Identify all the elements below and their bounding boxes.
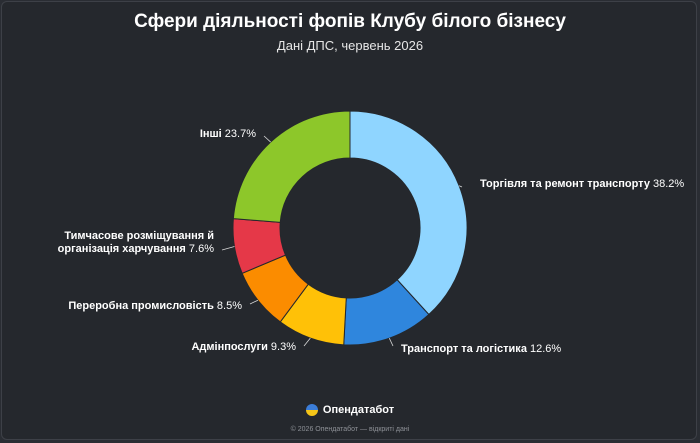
label-leader-line: [221, 246, 235, 251]
donut-slice: [232, 110, 351, 223]
chart-subtitle: Дані ДПС, червень 2026: [277, 38, 423, 53]
label-leader-line: [263, 135, 271, 143]
opendatabot-logo-icon: [305, 404, 318, 416]
label-leader-line: [458, 185, 463, 188]
brand-footer: Опендатабот: [0, 404, 700, 416]
donut-slice: [349, 110, 468, 316]
chart-title: Сфери діяльності фопів Клубу білого бізн…: [134, 11, 566, 32]
slice-label: Транспорт та логістика 12.6%: [401, 343, 561, 355]
label-leader-line: [303, 337, 311, 347]
slice-label: Інші 23.7%: [200, 128, 256, 140]
brand-name: Опендатабот: [322, 404, 395, 416]
slice-label: Адмінпослуги 9.3%: [191, 341, 296, 353]
slice-label: Переробна промисловість 8.5%: [68, 300, 242, 312]
label-leader-line: [388, 338, 394, 347]
copyright-text: © 2026 Опендатабот — відкриті дані: [290, 426, 410, 433]
slice-label: Тимчасове розміщування й організація харч…: [58, 230, 215, 255]
label-leader-line: [249, 299, 259, 305]
slice-label: Торгівля та ремонт транспорту 38.2%: [480, 178, 684, 190]
